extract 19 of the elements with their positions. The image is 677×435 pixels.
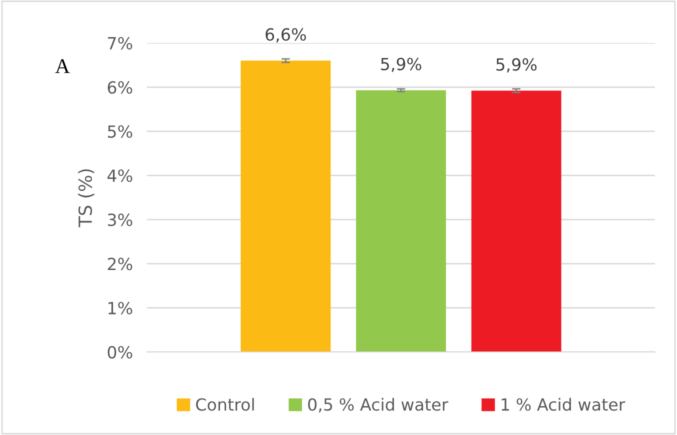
legend-label: Control: [196, 398, 254, 411]
y-tick-label: 2%: [108, 258, 132, 270]
bar: [471, 90, 562, 352]
data-label: 5,9%: [496, 58, 537, 72]
bar: [356, 90, 446, 352]
text: A: [55, 59, 70, 74]
y-tick-label: 1%: [108, 302, 132, 314]
y-tick-label: 0%: [108, 346, 132, 359]
y-tick-label: 5%: [108, 125, 132, 138]
y-tick-label: 4%: [107, 169, 132, 182]
y-tick-label: 3%: [108, 214, 132, 226]
y-tick-label: 7%: [108, 36, 132, 50]
data-label: 5,9%: [381, 58, 422, 72]
legend-label: 1 % Acid water: [502, 398, 626, 411]
legend-label: 0,5 % Acid water: [308, 398, 448, 412]
y-tick-label: 6%: [108, 81, 132, 94]
data-label: 6,6%: [266, 28, 306, 42]
bar: [240, 60, 331, 352]
y-axis-title: TS (%): [78, 169, 94, 228]
